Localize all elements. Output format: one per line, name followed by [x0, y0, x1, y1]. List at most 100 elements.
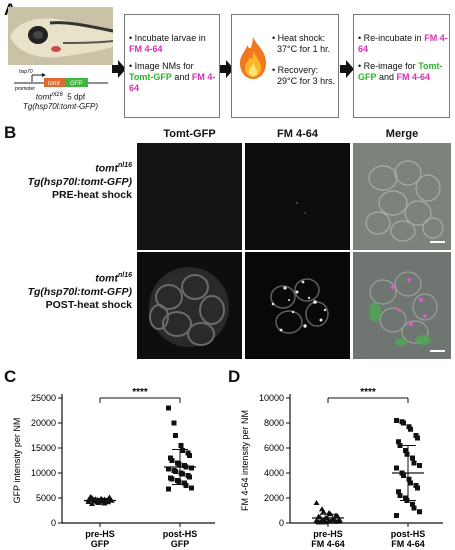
data-point	[396, 489, 401, 495]
data-point	[408, 480, 413, 486]
data-point	[417, 463, 422, 468]
step3-and: and	[376, 72, 397, 82]
micrograph-pre-merge	[353, 143, 451, 250]
data-point	[183, 483, 189, 488]
x-tick-label: GFP	[91, 539, 110, 548]
data-point	[189, 485, 194, 491]
step3-dye1: FM 4-64	[358, 33, 448, 54]
micrograph-post-gfp	[137, 252, 242, 359]
data-point	[166, 466, 171, 472]
step1-green: Tomt-GFP	[129, 72, 172, 82]
data-point	[406, 476, 412, 482]
step-reimage-box: • Re-incubate in FM 4-64 • Re-image for …	[353, 14, 450, 118]
row-pre-transgene: Tg(hsp70l:tomt-GFP)	[27, 175, 132, 188]
step2-recovery-value: 29°C for 3 hrs.	[277, 76, 336, 86]
y-tick-label: 0	[51, 518, 56, 528]
y-tick-label: 6000	[264, 443, 284, 453]
y-tick-label: 10000	[259, 393, 284, 403]
arrow-icon	[340, 60, 354, 78]
data-point	[173, 469, 178, 474]
step1-text2: Image NMs for	[134, 61, 194, 71]
data-point	[87, 494, 94, 499]
data-point	[401, 473, 406, 478]
column-header-tomt-gfp: Tomt-GFP	[163, 128, 216, 140]
row-post-allele: nl16	[117, 272, 132, 279]
column-header-fm464: FM 4-64	[277, 128, 318, 140]
row-pre-condition: PRE-heat shock	[52, 188, 132, 201]
data-point	[415, 485, 420, 491]
step1-text1: Incubate larvae in	[134, 33, 206, 43]
panel-letter-c: C	[4, 367, 17, 386]
step1-and: and	[171, 72, 192, 82]
flame-icon	[240, 37, 266, 79]
y-tick-label: 2000	[264, 493, 284, 503]
y-tick-label: 25000	[31, 393, 56, 403]
data-point	[334, 513, 341, 519]
construct-promoter-label-2: promoter	[15, 86, 35, 92]
y-axis-label: GFP intensity per NM	[12, 418, 22, 504]
y-tick-label: 0	[279, 518, 284, 528]
x-tick-label: post-HS	[391, 529, 426, 539]
construct-tag-label: GFP	[70, 81, 82, 87]
significance-stars: ****	[360, 387, 376, 398]
data-point	[171, 420, 177, 426]
fish-caption-gene: tomt	[35, 92, 52, 102]
y-tick-label: 15000	[31, 443, 56, 453]
data-point	[180, 448, 185, 453]
x-tick-label: post-HS	[163, 529, 198, 539]
data-point	[336, 517, 343, 523]
step2-heatshock-label: Heat shock:	[277, 33, 326, 43]
step3-green: Tomt-GFP	[358, 61, 443, 82]
data-point	[410, 501, 415, 507]
step-heatshock-box: • Heat shock: 37°C for 1 hr. • Recovery:…	[231, 14, 339, 118]
data-point	[178, 443, 184, 448]
step-incubate-box: • Incubate larvae in FM 4-64 • Image NMs…	[124, 14, 220, 118]
data-point	[410, 455, 415, 461]
data-point	[176, 461, 182, 467]
data-point	[417, 509, 422, 515]
y-tick-label: 20000	[31, 418, 56, 428]
x-tick-label: FM 4-64	[311, 539, 345, 548]
step3-dye2: FM 4-64	[396, 72, 431, 82]
data-point	[411, 460, 417, 466]
row-pre-gene: tomt	[95, 162, 118, 175]
step1-dye2: FM 4-64	[129, 72, 216, 93]
chart-gfp-intensity: 0 5000 10000 15000 20000 25000 GFP intensity p…	[12, 387, 215, 548]
micrograph-pre-gfp	[137, 143, 242, 250]
y-tick-label: 10000	[31, 468, 56, 478]
data-point	[404, 451, 410, 457]
data-point	[169, 458, 175, 463]
data-point	[313, 500, 320, 505]
arrow-icon	[220, 60, 234, 78]
construct-gene-label: tomt	[48, 81, 60, 87]
data-point	[397, 493, 403, 498]
data-point	[180, 471, 185, 477]
fish-caption: tomtnl16 5 dpf Tg(hsp70l:tomt-GFP)	[8, 92, 113, 111]
step2-recovery-label: Recovery:	[277, 65, 319, 75]
scale-bar	[430, 350, 445, 352]
step1-dye1: FM 4-64	[129, 44, 163, 54]
step2-heatshock-value: 37°C for 1 hr.	[277, 44, 331, 54]
data-point	[169, 476, 175, 482]
x-tick-label: FM 4-64	[391, 539, 425, 548]
step3-text2: Re-image for	[363, 61, 419, 71]
data-point	[187, 453, 192, 458]
y-tick-label: 8000	[264, 418, 284, 428]
data-point	[415, 435, 420, 441]
column-header-merge: Merge	[385, 128, 419, 140]
data-point	[401, 420, 406, 426]
fish-caption-age: 5 dpf	[67, 92, 86, 102]
x-tick-label: pre-HS	[85, 529, 115, 539]
row-label-post: tomtnl16 Tg(hsp70l:tomt-GFP) POST-heat s…	[4, 269, 132, 312]
fish-schematic: hsp70 promoter tomt GFP	[8, 7, 114, 115]
data-point	[331, 516, 337, 522]
data-point	[394, 465, 399, 471]
data-point	[408, 426, 413, 432]
row-pre-allele: nl16	[117, 162, 132, 169]
fish-caption-line2: Tg(hsp70l:tomt-GFP)	[22, 101, 99, 111]
y-axis-label: FM 4-64 intensity per NM	[240, 410, 250, 511]
x-tick-label: GFP	[171, 539, 190, 548]
data-point	[394, 418, 399, 423]
data-point	[173, 433, 178, 438]
scale-bar	[430, 241, 445, 243]
